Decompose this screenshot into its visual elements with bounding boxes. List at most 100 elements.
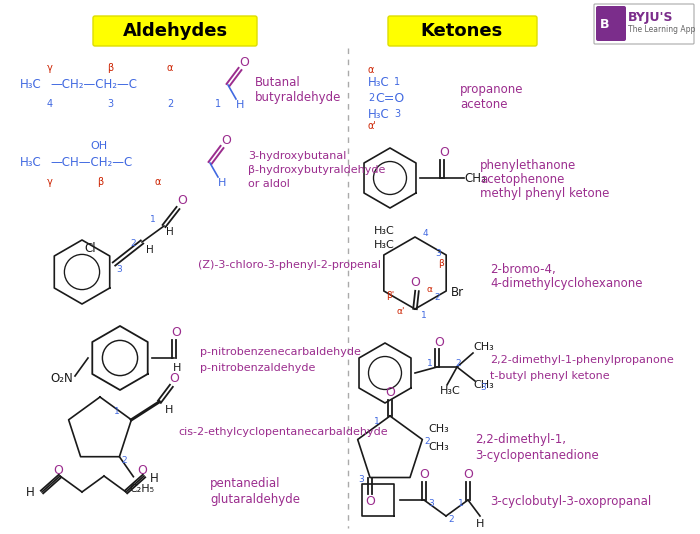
Text: butyraldehyde: butyraldehyde (255, 91, 342, 105)
Text: t-butyl phenyl ketone: t-butyl phenyl ketone (490, 371, 610, 381)
Text: H: H (236, 100, 244, 110)
Text: 2: 2 (167, 99, 173, 109)
Text: CH₃: CH₃ (473, 380, 494, 390)
Text: cis-2-ethylcyclopentanecarbaldehyde: cis-2-ethylcyclopentanecarbaldehyde (178, 427, 388, 437)
Text: β: β (97, 177, 103, 187)
Text: phenylethanone: phenylethanone (480, 160, 576, 172)
Text: Ketones: Ketones (421, 22, 503, 40)
Text: 1: 1 (394, 77, 400, 87)
Text: 4: 4 (47, 99, 53, 109)
Text: H₃C: H₃C (20, 78, 42, 91)
Text: (Z)-3-chloro-3-phenyl-2-propenal: (Z)-3-chloro-3-phenyl-2-propenal (198, 260, 381, 270)
Text: H: H (166, 227, 174, 237)
Text: or aldol: or aldol (248, 179, 290, 189)
Text: CH₃: CH₃ (428, 443, 449, 452)
Text: 3-hydroxybutanal: 3-hydroxybutanal (248, 151, 346, 161)
Text: O: O (410, 277, 420, 289)
Text: H₃C: H₃C (440, 386, 461, 396)
Text: 3: 3 (107, 99, 113, 109)
Text: methyl phenyl ketone: methyl phenyl ketone (480, 187, 610, 200)
Text: O: O (365, 495, 375, 508)
Text: 3: 3 (358, 475, 364, 484)
Text: Br: Br (452, 287, 464, 300)
Text: H₃C: H₃C (20, 156, 42, 169)
Text: p-nitrobenzaldehyde: p-nitrobenzaldehyde (200, 363, 316, 373)
Text: 1: 1 (374, 418, 380, 427)
Text: H₃C: H₃C (368, 75, 390, 89)
Text: β-hydroxybutyraldehyde: β-hydroxybutyraldehyde (248, 165, 386, 175)
FancyBboxPatch shape (594, 4, 694, 44)
Text: Aldehydes: Aldehydes (122, 22, 228, 40)
Text: 2: 2 (455, 358, 461, 367)
Text: O: O (434, 335, 444, 349)
Text: 1: 1 (427, 358, 433, 367)
Text: p-nitrobenzenecarbaldehyde: p-nitrobenzenecarbaldehyde (200, 347, 361, 357)
Text: 1: 1 (150, 216, 156, 224)
Text: O: O (439, 146, 449, 160)
Text: H: H (150, 472, 158, 484)
Text: 2: 2 (435, 293, 440, 302)
FancyBboxPatch shape (388, 16, 537, 46)
Text: α': α' (368, 121, 377, 131)
Text: 1: 1 (458, 499, 464, 508)
Text: 1: 1 (421, 310, 427, 319)
Text: acetone: acetone (460, 98, 508, 111)
Text: O₂N: O₂N (50, 372, 73, 384)
Text: acetophenone: acetophenone (480, 174, 564, 186)
FancyBboxPatch shape (596, 6, 626, 41)
Text: —CH₂—CH₂—C: —CH₂—CH₂—C (50, 78, 137, 91)
Text: 2-bromo-4,: 2-bromo-4, (490, 263, 556, 277)
Text: O: O (221, 135, 231, 147)
Text: CH₃: CH₃ (464, 171, 486, 185)
Text: 2: 2 (448, 515, 454, 524)
Text: 2: 2 (424, 437, 430, 446)
Text: 4-dimethylcyclohexanone: 4-dimethylcyclohexanone (490, 278, 643, 290)
Text: O: O (137, 464, 147, 476)
Text: C₂H₅: C₂H₅ (130, 484, 155, 494)
Text: O: O (419, 467, 429, 481)
Text: 2,2-dimethyl-1,: 2,2-dimethyl-1, (475, 434, 566, 446)
Text: C=O: C=O (375, 91, 405, 105)
Text: 3: 3 (480, 382, 486, 391)
Text: O: O (169, 372, 179, 386)
Text: H: H (476, 519, 484, 529)
Text: 1: 1 (113, 407, 120, 417)
Text: α': α' (396, 308, 405, 317)
Text: The Learning App: The Learning App (628, 26, 695, 35)
Text: O: O (239, 57, 249, 69)
Text: α: α (167, 63, 173, 73)
Text: BYJU'S: BYJU'S (628, 11, 673, 23)
Text: 3: 3 (116, 265, 122, 274)
Text: H: H (164, 405, 173, 415)
Text: O: O (171, 326, 181, 340)
Text: 2,2-dimethyl-1-phenylpropanone: 2,2-dimethyl-1-phenylpropanone (490, 355, 673, 365)
Text: β': β' (386, 290, 394, 300)
Text: 4: 4 (423, 229, 428, 238)
Text: α: α (426, 285, 432, 294)
Text: H: H (218, 178, 226, 188)
Text: 3: 3 (435, 248, 441, 257)
Text: α: α (155, 177, 161, 187)
Text: B: B (600, 18, 610, 30)
Text: α: α (368, 65, 374, 75)
Text: —CH—CH₂—C: —CH—CH₂—C (50, 156, 132, 169)
Text: CH₃: CH₃ (428, 425, 449, 435)
Text: O: O (53, 464, 63, 476)
Text: H₃C: H₃C (368, 107, 390, 121)
Text: β: β (438, 258, 444, 268)
Text: 2: 2 (130, 240, 136, 248)
Text: H₃C: H₃C (374, 240, 395, 250)
Text: H: H (146, 245, 154, 255)
Text: γ: γ (47, 63, 53, 73)
Text: pentanedial: pentanedial (210, 477, 281, 491)
Text: O: O (385, 387, 395, 399)
Text: Butanal: Butanal (255, 75, 301, 89)
Text: 1: 1 (215, 99, 221, 109)
Text: O: O (177, 193, 187, 207)
Text: 2: 2 (368, 93, 374, 103)
Text: 2: 2 (121, 456, 127, 465)
FancyBboxPatch shape (93, 16, 257, 46)
Text: OH: OH (90, 141, 107, 151)
Text: H: H (173, 363, 181, 373)
Text: Cl: Cl (85, 241, 96, 255)
